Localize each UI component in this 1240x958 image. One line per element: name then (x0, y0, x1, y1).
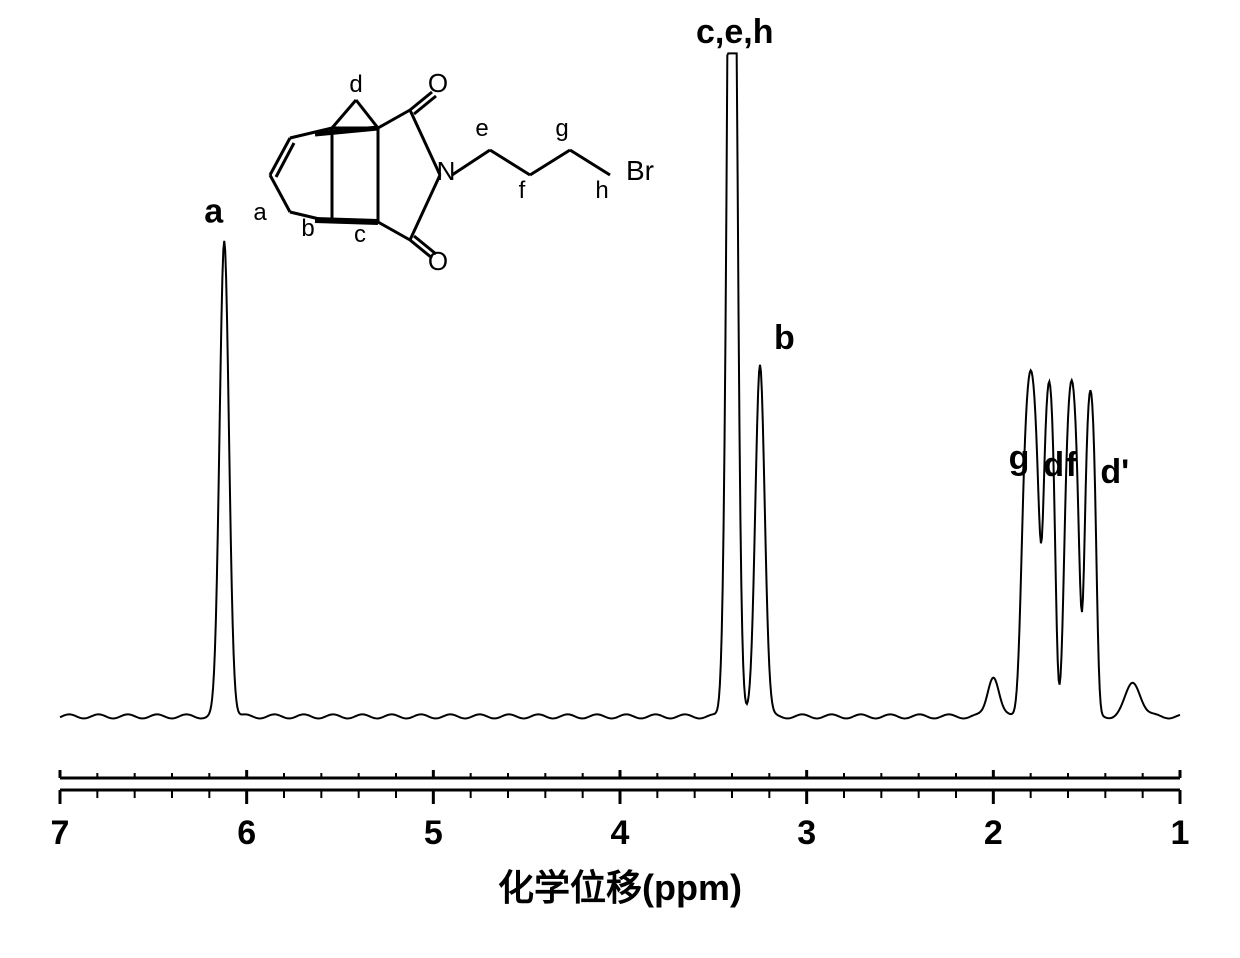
tick-label: 6 (237, 814, 256, 852)
structure-label: a (253, 199, 267, 226)
peak-label: d' (1100, 453, 1129, 491)
structure-label: f (519, 177, 526, 204)
tick-label: 1 (1171, 814, 1190, 852)
structure-label: b (301, 215, 314, 242)
peak-label: g (1009, 439, 1030, 477)
tick-label: 5 (424, 814, 443, 852)
x-axis-label: 化学位移(ppm) (498, 867, 742, 908)
structure-label: Br (626, 155, 654, 186)
structure-label: e (475, 115, 488, 142)
tick-label: 3 (797, 814, 816, 852)
nmr-spectrum-figure: ac,e,hbgdfd'7654321化学位移(ppm)NOOBrabcdefg… (0, 0, 1240, 958)
structure-label: O (428, 68, 448, 98)
peak-label: d (1043, 446, 1064, 484)
peak-label: f (1066, 446, 1078, 484)
structure-label: N (437, 156, 456, 186)
structure-label: c (354, 221, 366, 248)
structure-label: g (555, 115, 568, 142)
structure-label: d (349, 71, 362, 98)
tick-label: 2 (984, 814, 1003, 852)
structure-label: O (428, 246, 448, 276)
structure-label: h (595, 177, 608, 204)
peak-label: c,e,h (696, 13, 773, 51)
peak-label: a (204, 192, 224, 230)
peak-label: b (774, 319, 795, 357)
tick-label: 4 (611, 814, 630, 852)
tick-label: 7 (51, 814, 70, 852)
